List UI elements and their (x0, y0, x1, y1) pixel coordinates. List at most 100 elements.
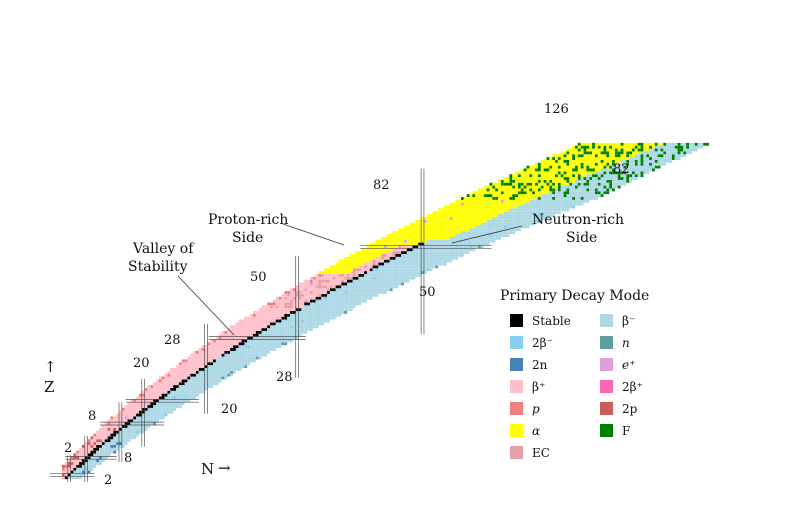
nuclide-cell (523, 219, 527, 223)
nuclide-cell (589, 151, 593, 155)
nuclide-cell (201, 373, 205, 377)
nuclide-cell (201, 353, 205, 357)
nuclide-cell (392, 259, 396, 263)
nuclide-cell (657, 165, 661, 169)
magic-label-z-28: 28 (164, 333, 181, 348)
nuclide-cell (187, 356, 191, 360)
nuclide-cell (495, 219, 499, 223)
nuclide-cell (178, 370, 182, 374)
nuclide-cell (190, 385, 194, 388)
nuclide-cell (381, 259, 385, 263)
nuclide-cell (218, 379, 222, 383)
nuclide-cell (614, 182, 618, 186)
nuclide-cell (423, 231, 427, 235)
nuclide-cell (597, 191, 601, 195)
nuclide-cell (195, 379, 199, 383)
nuclide-cell (121, 413, 125, 417)
nuclide-cell (332, 308, 336, 311)
nuclide-cell (632, 148, 635, 152)
nuclide-cell (506, 208, 510, 212)
nuclide-cell (600, 171, 604, 175)
nuclide-cell (244, 365, 248, 368)
nuclide-cell (173, 405, 176, 408)
nuclide-cell (344, 305, 347, 309)
nuclide-cell (147, 393, 151, 397)
nuclide-cell (141, 405, 145, 408)
nuclide-cell (133, 416, 137, 420)
nuclide-cell (221, 368, 225, 371)
nuclide-cell (170, 393, 174, 397)
nuclide-cell (366, 251, 370, 254)
nuclide-cell (281, 311, 285, 314)
nuclide-cell (429, 228, 433, 232)
nuclide-cell (298, 333, 302, 337)
nuclide-cell (275, 305, 279, 309)
nuclide-cell (184, 393, 188, 397)
nuclide-cell (629, 154, 632, 158)
nuclide-cell (258, 353, 262, 357)
nuclide-cell (90, 439, 94, 443)
nuclide-cell (164, 379, 168, 383)
nuclide-cell (572, 182, 575, 186)
nuclide-cell (295, 336, 299, 340)
nuclide-cell (617, 151, 621, 155)
nuclide-cell (176, 396, 179, 400)
nuclide-cell (290, 322, 293, 326)
nuclide-cell (606, 182, 610, 186)
nuclide-cell (215, 373, 219, 377)
nuclide-cell (307, 279, 310, 283)
nuclide-cell (506, 202, 510, 206)
nuclide-cell (540, 185, 544, 189)
nuclide-cell (392, 276, 396, 280)
legend-item: 2p (600, 400, 690, 417)
nuclide-cell (292, 305, 296, 309)
nuclide-cell (500, 211, 504, 215)
nuclide-cell (244, 342, 248, 346)
nuclide-cell (463, 234, 467, 237)
nuclide-cell (540, 205, 544, 209)
nuclide-cell (526, 177, 530, 180)
nuclide-cell (466, 228, 470, 232)
nuclide-cell (90, 462, 94, 465)
nuclide-cell (218, 365, 222, 368)
nuclide-cell (384, 273, 387, 277)
nuclide-cell (552, 197, 556, 200)
nuclide-cell (104, 433, 108, 437)
nuclide-cell (577, 191, 581, 195)
nuclide-cell (198, 348, 202, 351)
nuclide-cell (529, 197, 533, 200)
nuclide-cell (184, 365, 188, 368)
nuclide-cell (586, 182, 590, 186)
nuclide-cell (557, 159, 561, 163)
nuclide-cell (475, 222, 479, 226)
nuclide-cell (270, 308, 273, 311)
nuclide-cell (287, 299, 290, 303)
nuclide-cell (161, 407, 165, 411)
nuclide-cell (509, 199, 513, 203)
nuclide-cell (110, 427, 114, 431)
nuclide-cell (347, 302, 350, 306)
nuclide-cell (341, 291, 345, 294)
nuclide-cell (626, 145, 630, 149)
nuclide-cell (395, 285, 399, 289)
nuclide-cell (213, 356, 216, 360)
nuclide-cell (384, 245, 387, 249)
nuclide-cell (586, 171, 590, 175)
nuclide-cell (418, 254, 422, 257)
nuclide-cell (449, 228, 453, 232)
nuclide-cell (349, 296, 353, 300)
nuclide-cell (335, 265, 339, 269)
nuclide-cell (104, 456, 108, 460)
nuclide-cell (230, 353, 233, 357)
nuclide-cell (258, 325, 262, 329)
nuclide-cell (227, 359, 231, 363)
nuclide-cell (472, 211, 476, 215)
nuclide-cell (398, 282, 402, 286)
nuclide-cell (429, 239, 433, 243)
nuclide-cell (606, 171, 610, 175)
nuclide-cell (412, 236, 416, 240)
nuclide-cell (161, 393, 165, 397)
nuclide-cell (483, 188, 487, 192)
nuclide-cell (230, 333, 233, 337)
nuclide-cell (315, 273, 319, 277)
